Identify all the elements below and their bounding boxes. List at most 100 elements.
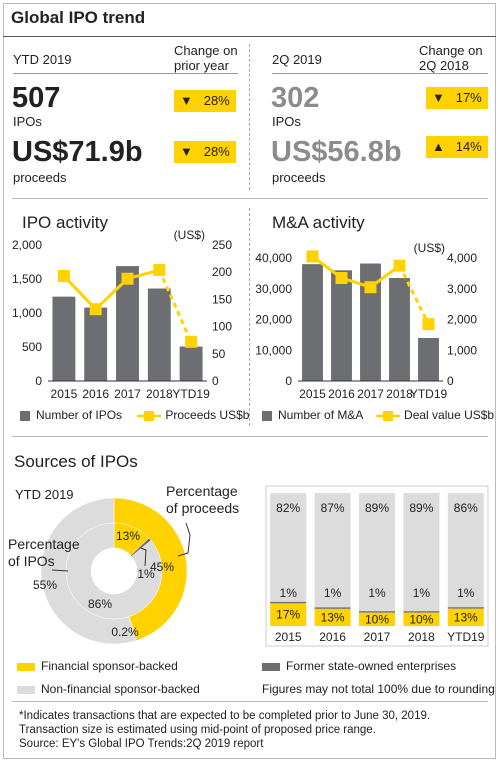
ma-x-label: 2017 (357, 387, 384, 401)
outer-ring-caption-line1: Percentage (166, 483, 238, 499)
ma-bar (331, 270, 352, 381)
outer-ring-caption: Percentage of proceeds (166, 483, 239, 517)
ipo-right-tick: 250 (212, 238, 232, 252)
ytd-header-divider (13, 73, 238, 74)
stacked-bar-state (270, 601, 307, 604)
ma-right-tick: 2,000 (447, 313, 477, 327)
stacked-x-label: 2015 (275, 630, 302, 644)
inner-ring-caption: Percentage of IPOs (8, 536, 80, 570)
ipo-x-label: 2016 (82, 387, 109, 401)
ipo-right-tick: 0 (212, 374, 219, 388)
inner-ring-slice (65, 522, 163, 620)
ipo-bar (84, 307, 108, 381)
stacked-chart-border (265, 485, 489, 647)
ma-bar (389, 277, 410, 381)
stacked-x-label: YTD19 (447, 630, 485, 644)
stacked-label-state: 1% (324, 586, 342, 600)
ipo-line-marker (185, 335, 198, 348)
infographic-frame (3, 3, 496, 759)
stacked-bar-nonfinancial (359, 493, 395, 612)
ipo-activity-title: IPO activity (22, 213, 108, 232)
ma-activity-title: M&A activity (272, 213, 365, 232)
inner-ring-caption-line2: of IPOs (8, 553, 55, 569)
ma-x-label: 2016 (328, 387, 355, 401)
sources-donut-chart: 45% 0.2% 55% 13% 1% 86% (33, 497, 191, 645)
ipo-left-tick: 1,500 (12, 272, 42, 286)
ipo-x-label: 2017 (114, 387, 141, 401)
ma-line-marker (335, 271, 348, 284)
ipo-right-tick: 200 (212, 265, 232, 279)
q2-proceeds-change-badge: ▲ 14% (426, 136, 488, 158)
ytd-ipos-value: 507 (12, 82, 61, 114)
ipo-legend-line-swatch (137, 410, 162, 421)
footnote: *Indicates transactions that are expecte… (19, 709, 430, 751)
ipo-legend-bar-swatch (20, 410, 30, 421)
outer-ring-label: 55% (33, 578, 57, 592)
ma-legend-bar-label: Number of M&A (278, 408, 363, 422)
outer-ring-leader (177, 522, 191, 557)
q2-change-header-line1: Change on (419, 43, 483, 58)
ipo-legend-line-label: Proceeds US$b (165, 408, 250, 422)
legend-state: Former state-owned enterprises (262, 659, 456, 673)
title-divider (3, 36, 496, 37)
legend-nonfinancial: Non-financial sponsor-backed (17, 682, 200, 696)
q2-proceeds-change: 14% (455, 139, 482, 154)
stacked-label-financial: 13% (454, 610, 478, 624)
ma-line-marker (393, 259, 406, 272)
ipo-bar (147, 288, 171, 381)
legend-state-label: Former state-owned enterprises (286, 659, 457, 673)
ipo-line-segment (157, 269, 193, 343)
stacked-label-state: 1% (457, 586, 475, 600)
stacked-label-nonfinancial: 87% (321, 501, 345, 515)
ipo-right-tick: 150 (212, 292, 232, 306)
ipo-right-tick: 100 (212, 320, 232, 334)
q2-header: 2Q 2019 (272, 52, 322, 67)
stacked-x-label: 2018 (408, 630, 435, 644)
inner-ring-caption-line1: Percentage (8, 536, 80, 552)
legend-financial-swatch (17, 662, 35, 671)
footnote-line2: Transaction size is estimated using mid-… (19, 724, 376, 736)
q2-change-header-line2: 2Q 2018 (419, 58, 469, 73)
stacked-label-nonfinancial: 89% (409, 501, 433, 515)
stacked-label-financial: 10% (409, 612, 433, 626)
inner-ring-label: 1% (137, 567, 155, 581)
footnote-source: Source: EY's Global IPO Trends:2Q 2019 r… (19, 738, 264, 750)
ipo-line-marker (153, 264, 166, 277)
q2-ipos-change: 17% (455, 90, 482, 105)
stacked-bar-state (403, 611, 440, 613)
ma-left-tick: 0 (285, 374, 292, 388)
stacked-bar-state (314, 607, 351, 609)
stacked-bar-financial (270, 603, 307, 626)
ma-left-tick: 30,000 (255, 282, 292, 296)
stacked-x-label: 2017 (364, 630, 391, 644)
ma-right-tick: 0 (447, 374, 454, 388)
ma-left-tick: 20,000 (255, 313, 292, 327)
stacked-bar-financial (447, 608, 484, 626)
q2-ipos-value: 302 (271, 82, 320, 114)
stacked-label-nonfinancial: 89% (365, 501, 389, 515)
ipo-left-tick: 0 (35, 374, 42, 388)
ma-line-marker (422, 318, 435, 331)
ipo-left-tick: 1,000 (12, 306, 42, 320)
legend-rounding-note: Figures may not total 100% due to roundi… (262, 682, 495, 696)
ma-left-tick: 10,000 (255, 343, 292, 357)
ma-left-tick: 40,000 (255, 251, 292, 265)
q2-ipos-label: IPOs (272, 114, 301, 129)
ma-legend: Number of M&A Deal value US$b (262, 408, 494, 422)
ipo-line-marker (89, 303, 102, 316)
ipo-right-unit: (US$) (174, 228, 205, 242)
q2-header-divider (272, 73, 488, 74)
ipo-left-tick: 2,000 (12, 238, 42, 252)
ma-right-tick: 4,000 (447, 251, 477, 265)
stacked-bar-nonfinancial (447, 493, 484, 608)
ma-line-segment (398, 265, 430, 325)
ma-x-label: 2018 (386, 387, 413, 401)
q2-proceeds-arrow-icon: ▲ (432, 139, 445, 154)
ma-line-marker (364, 281, 377, 294)
ma-x-label: YTD19 (410, 387, 448, 401)
stacked-bar-nonfinancial (270, 493, 307, 602)
outer-ring-caption-line2: of proceeds (166, 500, 240, 516)
outer-ring-label: 45% (150, 560, 174, 574)
ytd-change-header: Change on prior year (174, 43, 238, 73)
